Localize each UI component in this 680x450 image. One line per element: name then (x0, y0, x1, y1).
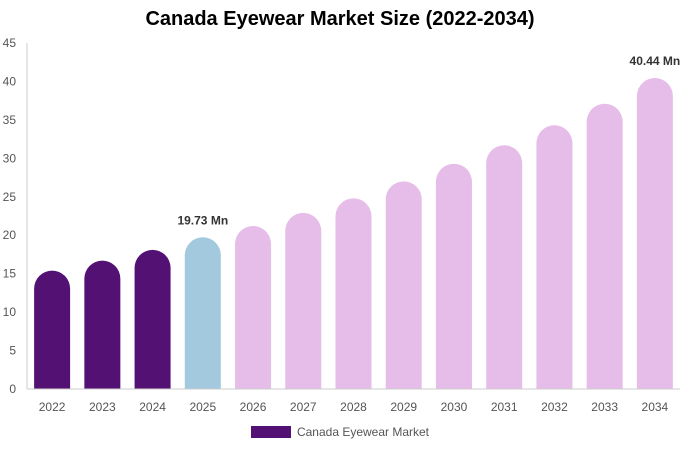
y-axis: 0 5 10 15 20 25 30 35 40 45 (3, 36, 28, 396)
bar (335, 198, 372, 389)
bars (34, 78, 673, 390)
bar (285, 212, 322, 389)
x-tick-label: 2033 (591, 400, 618, 414)
y-tick-label: 20 (3, 228, 17, 242)
bar (586, 103, 623, 390)
bar (184, 237, 221, 389)
legend: Canada Eyewear Market (0, 425, 680, 439)
x-tick-label: 2032 (541, 400, 568, 414)
y-tick-label: 45 (3, 36, 17, 50)
bar (84, 260, 121, 389)
x-tick-label: 2025 (189, 400, 216, 414)
x-tick-label: 2026 (240, 400, 267, 414)
x-tick-label: 2027 (290, 400, 317, 414)
legend-label: Canada Eyewear Market (296, 425, 430, 439)
x-tick-label: 2029 (390, 400, 417, 414)
x-tick-label: 2031 (491, 400, 518, 414)
y-tick-label: 25 (3, 190, 17, 204)
bar (134, 249, 171, 389)
data-labels: 19.73 Mn 40.44 Mn (177, 54, 680, 227)
x-tick-label: 2023 (89, 400, 116, 414)
y-tick-label: 0 (9, 382, 16, 396)
data-label: 40.44 Mn (630, 54, 680, 68)
x-tick-label: 2022 (39, 400, 66, 414)
data-label: 19.73 Mn (177, 213, 228, 227)
y-tick-label: 5 (9, 344, 16, 358)
bar (636, 78, 673, 389)
bar (536, 125, 573, 389)
x-tick-label: 2024 (139, 400, 166, 414)
x-axis: 2022 2023 2024 2025 2026 2027 2028 2029 2030 2031… (27, 388, 680, 414)
x-tick-label: 2028 (340, 400, 367, 414)
bar (235, 226, 272, 389)
bar (435, 163, 472, 389)
y-tick-label: 30 (3, 151, 17, 165)
y-tick-label: 40 (3, 74, 17, 88)
bar (486, 145, 523, 389)
x-tick-label: 2034 (642, 400, 669, 414)
bar (34, 270, 71, 389)
y-tick-label: 35 (3, 113, 17, 127)
legend-swatch (250, 426, 291, 438)
chart-title: Canada Eyewear Market Size (2022-2034) (145, 8, 535, 30)
bar (385, 181, 422, 389)
y-tick-label: 15 (3, 267, 17, 281)
y-tick-label: 10 (3, 305, 17, 319)
x-tick-label: 2030 (441, 400, 468, 414)
